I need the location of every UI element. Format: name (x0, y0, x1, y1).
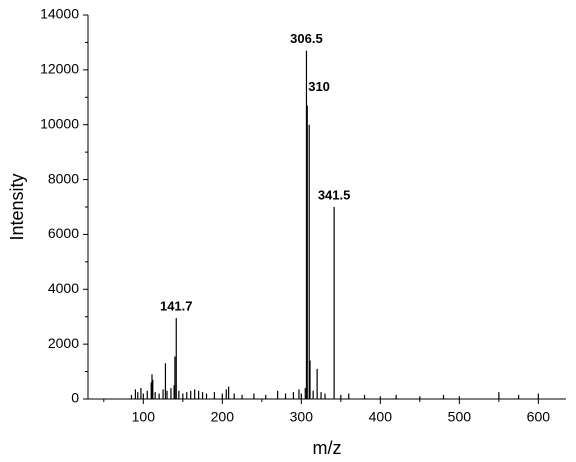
y-tick-label: 10000 (40, 115, 79, 131)
x-tick-label: 100 (132, 409, 156, 425)
x-tick-label: 400 (369, 409, 393, 425)
y-tick-label: 8000 (48, 170, 79, 186)
y-tick-label: 6000 (48, 225, 79, 241)
y-tick-label: 14000 (40, 6, 79, 22)
x-tick-label: 200 (211, 409, 235, 425)
x-axis-label: m/z (313, 438, 342, 458)
peak-label: 310 (308, 79, 330, 94)
peak-label: 341.5 (318, 187, 351, 202)
y-axis-label: Intensity (7, 173, 27, 240)
peak-label: 141.7 (160, 299, 193, 314)
x-tick-label: 500 (448, 409, 472, 425)
y-tick-label: 2000 (48, 335, 79, 351)
x-tick-label: 600 (527, 409, 551, 425)
y-tick-label: 12000 (40, 61, 79, 77)
y-tick-label: 0 (71, 390, 79, 406)
x-tick-label: 300 (290, 409, 314, 425)
peak-label: 306.5 (290, 31, 323, 46)
y-tick-label: 4000 (48, 280, 79, 296)
